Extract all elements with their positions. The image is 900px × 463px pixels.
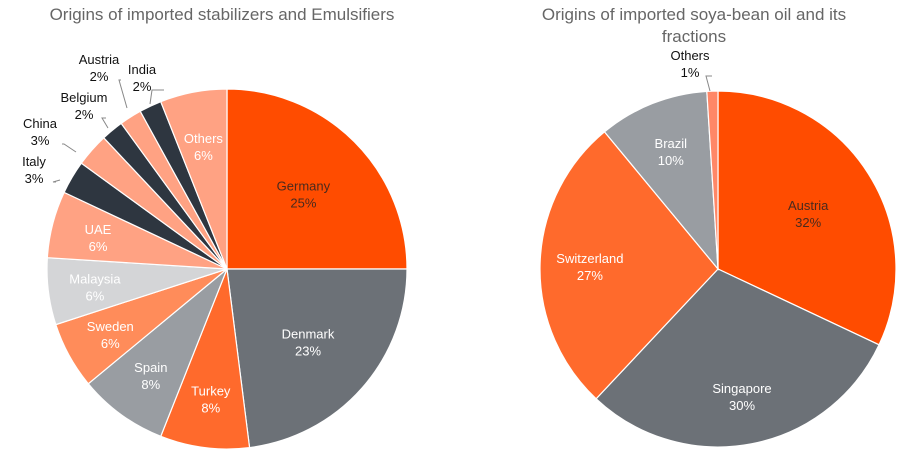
soya-label-switzerland: Switzerland [556, 251, 623, 266]
soya-value-singapore: 30% [729, 398, 755, 413]
stabilizers-leader-line-india [149, 89, 164, 105]
soya-leader-line-others [705, 75, 712, 92]
stabilizers-label-germany: Germany [277, 179, 331, 194]
stabilizers-label-china: China [23, 116, 58, 131]
soya-value-brazil: 10% [658, 153, 684, 168]
soya-label-singapore: Singapore [712, 381, 771, 396]
stabilizers-value-malaysia: 6% [86, 289, 105, 304]
soya-slice-austria [717, 90, 897, 346]
soya-slice-brazil [603, 90, 719, 271]
soya-value-austria: 32% [795, 215, 821, 230]
soya-value-switzerland: 27% [577, 268, 603, 283]
stabilizers-leader-line-china [62, 143, 77, 153]
stabilizers-slice-germany [226, 88, 408, 270]
stabilizers-label-spain: Spain [134, 360, 167, 375]
chart-title-stabilizers: Origins of imported stabilizers and Emul… [50, 5, 395, 24]
stabilizers-label-malaysia: Malaysia [69, 272, 121, 287]
stabilizers-leader-line-austria [118, 79, 128, 109]
stabilizers-value-sweden: 6% [101, 336, 120, 351]
soya-slice-switzerland [539, 131, 719, 400]
stabilizers-slice-spain [87, 268, 228, 438]
stabilizers-value-uae: 6% [89, 239, 108, 254]
stabilizers-leader-line-italy [52, 179, 61, 183]
soya-label-austria: Austria [788, 198, 829, 213]
soya-value-others: 1% [681, 65, 700, 80]
stabilizers-leader-line-belgium [101, 117, 109, 129]
pie-chart-stabilizers: Germany 25% Denmark 23% Turkey 8% Spain 8% Swede… [22, 52, 408, 450]
soya-slice-others [706, 90, 719, 270]
stabilizers-label-belgium: Belgium [61, 90, 108, 105]
chart-title-soya-line-2: fractions [662, 27, 726, 46]
soya-slice-singapore [595, 268, 880, 448]
stabilizers-label-india: India [128, 62, 157, 77]
stabilizers-label-turkey: Turkey [191, 384, 231, 399]
soya-label-brazil: Brazil [655, 136, 688, 151]
stabilizers-value-china: 3% [31, 133, 50, 148]
stabilizers-value-austria: 2% [90, 69, 109, 84]
stabilizers-value-denmark: 23% [295, 343, 321, 358]
stabilizers-value-belgium: 2% [75, 107, 94, 122]
stabilizers-value-spain: 8% [141, 377, 160, 392]
stabilizers-label-others: Others [184, 131, 224, 146]
pie-chart-soya-bean-oil: Austria 32% Singapore 30% Switzerland 27% Braz… [539, 48, 897, 448]
stabilizers-label-sweden: Sweden [87, 319, 134, 334]
chart-title-soya-line-1: Origins of imported soya-bean oil and it… [542, 5, 846, 24]
stabilizers-value-italy: 3% [25, 171, 44, 186]
stabilizers-value-germany: 25% [290, 196, 316, 211]
stabilizers-label-austria: Austria [79, 52, 120, 67]
stabilizers-slice-others [159, 88, 228, 270]
stabilizers-slice-turkey [159, 268, 251, 450]
stabilizers-label-uae: UAE [85, 222, 112, 237]
stabilizers-slice-denmark [226, 268, 408, 449]
stabilizers-value-others: 6% [194, 148, 213, 163]
soya-label-others: Others [670, 48, 710, 63]
stabilizers-value-turkey: 8% [201, 401, 220, 416]
stabilizers-label-italy: Italy [22, 154, 46, 169]
stabilizers-label-denmark: Denmark [282, 326, 335, 341]
stabilizers-value-india: 2% [133, 79, 152, 94]
